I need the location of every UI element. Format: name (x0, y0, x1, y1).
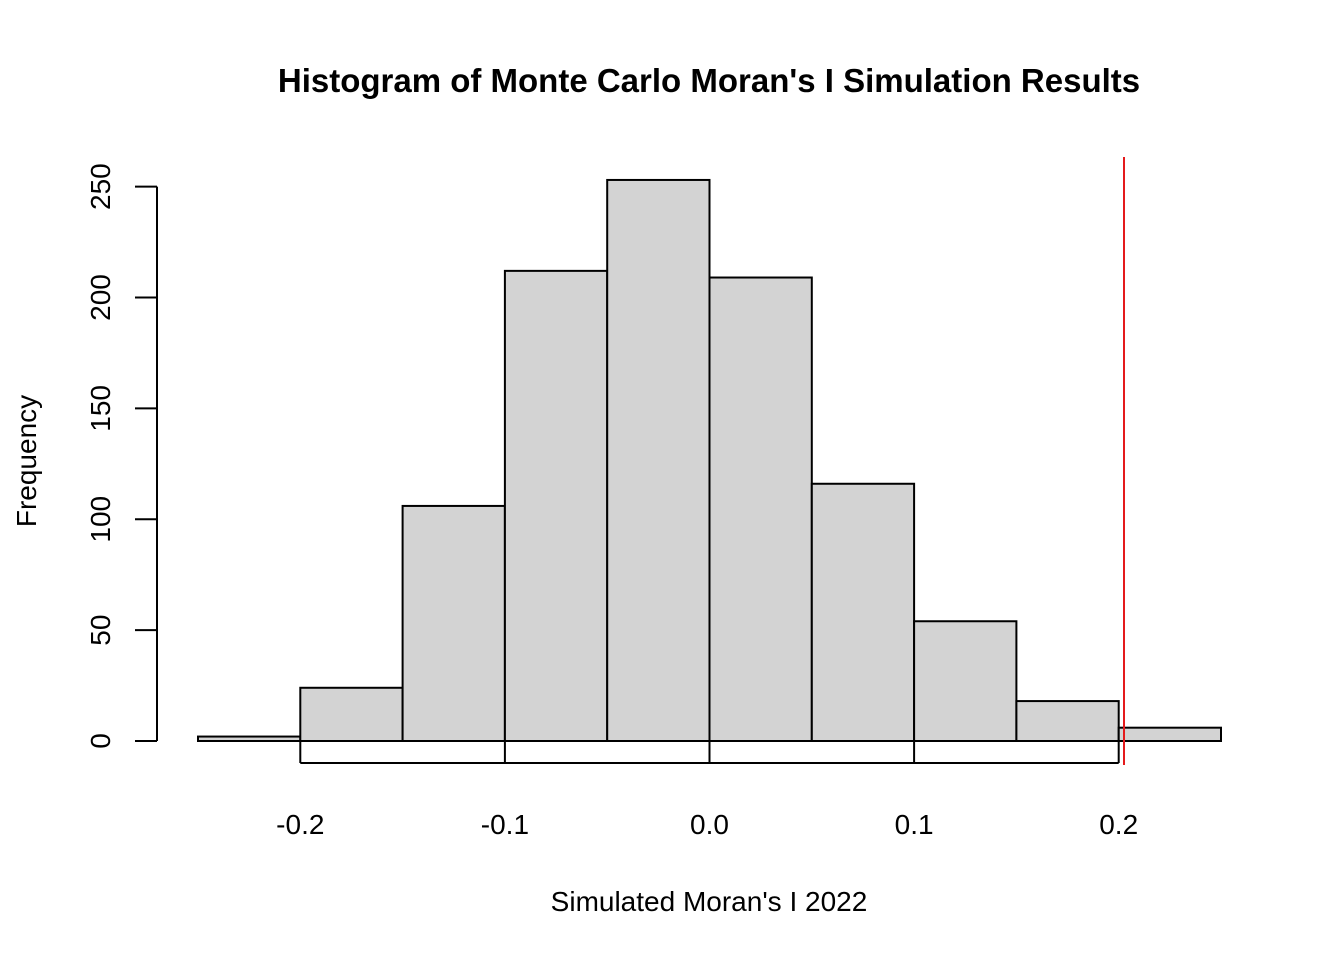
y-tick-label: 50 (85, 615, 116, 646)
histogram-bar (299, 686, 404, 743)
chart-title: Histogram of Monte Carlo Moran's I Simul… (278, 62, 1140, 99)
x-tick-label: 0.2 (1099, 809, 1138, 840)
x-tick-label: 0.0 (690, 809, 729, 840)
histogram-bars (197, 178, 1222, 743)
x-tick-label: -0.2 (276, 809, 324, 840)
histogram-bar (1117, 726, 1222, 743)
y-axis-label: Frequency (11, 395, 42, 527)
x-tick-label: 0.1 (895, 809, 934, 840)
x-axis-label: Simulated Moran's I 2022 (551, 886, 868, 917)
histogram-bar (606, 178, 711, 742)
y-tick-label: 0 (85, 733, 116, 749)
histogram-bar (503, 269, 609, 742)
histogram-bar (708, 276, 813, 742)
y-axis: 0 50 100 150 200 250 (85, 163, 158, 749)
histogram-bar (1015, 700, 1120, 743)
histogram-bar (401, 504, 506, 742)
y-tick-label: 200 (85, 274, 116, 321)
y-tick-label: 250 (85, 163, 116, 210)
histogram-bar (810, 482, 916, 742)
histogram-bar (913, 620, 1018, 742)
y-tick-label: 150 (85, 385, 116, 432)
x-tick-label: -0.1 (481, 809, 529, 840)
histogram-bar (197, 735, 302, 742)
y-tick-label: 100 (85, 496, 116, 543)
x-axis: -0.2 -0.1 0.0 0.1 0.2 (276, 741, 1138, 840)
